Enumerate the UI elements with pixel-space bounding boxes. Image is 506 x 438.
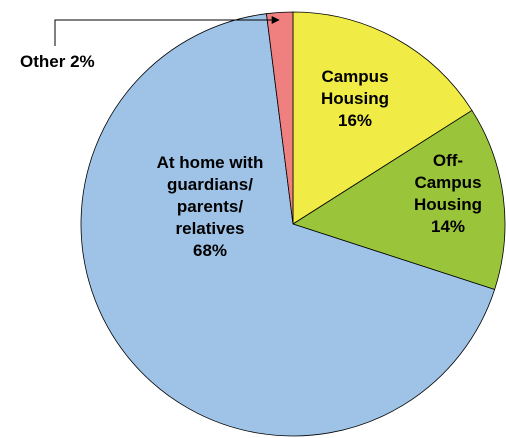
leader-line (54, 19, 274, 46)
slice-label: Other 2% (20, 51, 95, 73)
pie-slice (80, 13, 496, 437)
pie-slice (292, 109, 506, 291)
category-name: Other (20, 52, 66, 71)
slice-label: Off-Campus Housing 14% (408, 150, 488, 238)
pie-slice (292, 11, 473, 225)
category-name: Campus Housing (321, 67, 389, 108)
pie-slice (265, 11, 294, 225)
category-name: At home with guardians/ parents/ relativ… (156, 153, 264, 238)
percent-label: 2% (70, 52, 95, 71)
percent-label: 68% (192, 241, 228, 260)
percent-label: 14% (430, 217, 466, 236)
percent-label: 16% (337, 111, 373, 130)
leader-arrow (271, 16, 280, 24)
slice-label: At home with guardians/ parents/ relativ… (150, 152, 270, 262)
category-name: Off-Campus Housing (414, 151, 482, 214)
slice-label: Campus Housing 16% (305, 66, 405, 132)
